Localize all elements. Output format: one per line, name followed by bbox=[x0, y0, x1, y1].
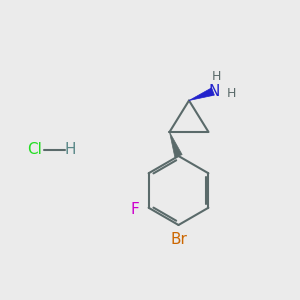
Text: H: H bbox=[226, 86, 236, 100]
Text: F: F bbox=[131, 202, 140, 217]
Text: H: H bbox=[65, 142, 76, 158]
Text: H: H bbox=[211, 70, 221, 83]
Text: Br: Br bbox=[170, 232, 187, 247]
Text: Cl: Cl bbox=[27, 142, 42, 158]
Text: N: N bbox=[209, 84, 220, 99]
Polygon shape bbox=[189, 88, 214, 100]
Polygon shape bbox=[169, 132, 182, 158]
